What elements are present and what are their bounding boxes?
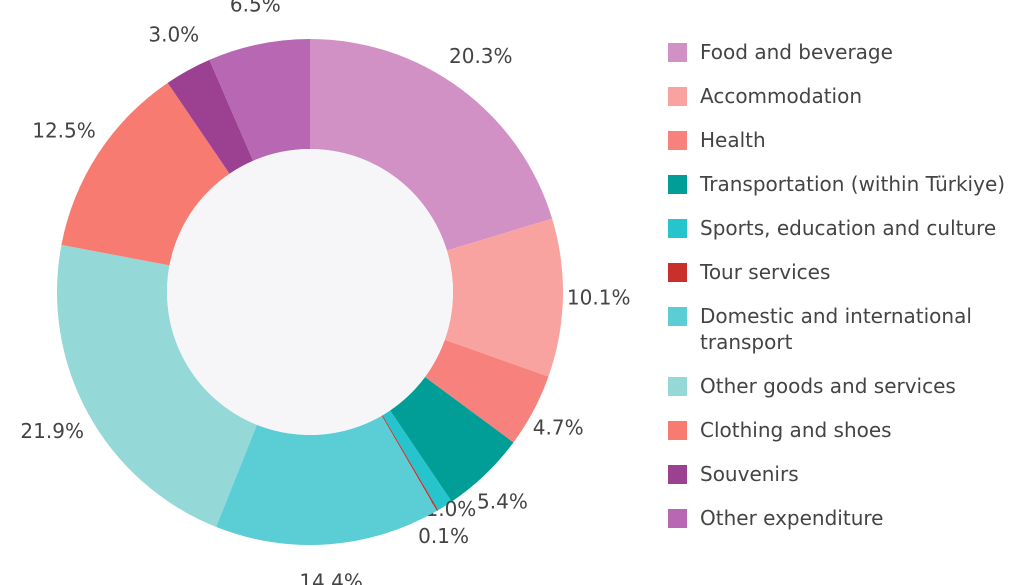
legend-item: Domestic and international transport <box>668 303 1025 355</box>
slice <box>56 244 257 527</box>
data-label: 21.9% <box>20 419 84 443</box>
legend-swatch <box>668 43 687 62</box>
slice <box>310 39 553 251</box>
legend-swatch <box>668 465 687 484</box>
legend-swatch <box>668 377 687 396</box>
legend-label: Other expenditure <box>700 506 884 530</box>
data-label: 14.4% <box>299 570 363 585</box>
legend-label: Food and beverage <box>700 40 893 64</box>
legend-label: Domestic and international transport <box>700 304 972 354</box>
legend-item: Transportation (within Türkiye) <box>668 171 1025 197</box>
data-label: 12.5% <box>32 118 96 142</box>
data-label: 20.3% <box>449 44 513 68</box>
legend-swatch <box>668 421 687 440</box>
legend-label: Transportation (within Türkiye) <box>700 172 1006 196</box>
slice <box>424 339 549 443</box>
legend-label: Other goods and services <box>700 374 956 398</box>
slice <box>209 39 310 161</box>
legend-item: Other expenditure <box>668 505 1025 531</box>
legend-label: Accommodation <box>700 84 863 108</box>
slice <box>382 410 452 511</box>
legend-label: Souvenirs <box>700 462 799 486</box>
data-label: 4.7% <box>533 416 584 440</box>
legend-item: Other goods and services <box>668 373 1025 399</box>
legend: Food and beverage Accommodation Health Tran… <box>668 39 1025 549</box>
legend-label: Clothing and shoes <box>700 418 892 442</box>
slice <box>444 218 564 377</box>
legend-swatch <box>668 131 687 150</box>
legend-item: Accommodation <box>668 83 1025 109</box>
legend-item: Food and beverage <box>668 39 1025 65</box>
slice <box>390 377 514 502</box>
slice <box>61 82 230 266</box>
slice <box>381 415 439 511</box>
legend-swatch <box>668 87 687 106</box>
legend-item: Souvenirs <box>668 461 1025 487</box>
legend-swatch <box>668 219 687 238</box>
slice <box>216 415 437 545</box>
legend-swatch <box>668 307 687 326</box>
donut-area: 20.3%10.1%4.7%5.4%1.0%0.1%14.4%21.9%12.5… <box>20 0 631 585</box>
legend-item: Health <box>668 127 1025 153</box>
legend-swatch <box>668 263 687 282</box>
data-label: 6.5% <box>230 0 281 17</box>
legend-swatch <box>668 175 687 194</box>
legend-label: Sports, education and culture <box>700 216 997 240</box>
data-label: 5.4% <box>477 489 528 513</box>
slice <box>167 59 254 174</box>
data-label: 10.1% <box>567 285 631 309</box>
legend-label: Tour services <box>700 260 831 284</box>
legend-item: Clothing and shoes <box>668 417 1025 443</box>
legend-item: Sports, education and culture <box>668 215 1025 241</box>
data-label: 3.0% <box>148 23 199 47</box>
legend-swatch <box>668 509 687 528</box>
donut-hole <box>167 149 453 435</box>
data-label: 0.1% <box>418 524 469 548</box>
legend-item: Tour services <box>668 259 1025 285</box>
legend-label: Health <box>700 128 766 152</box>
